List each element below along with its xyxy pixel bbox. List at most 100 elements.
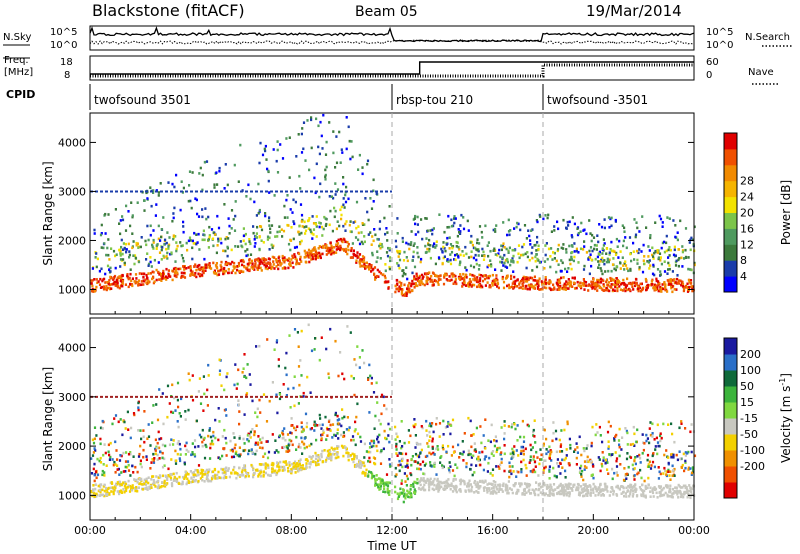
scatter-point [687, 466, 690, 470]
scatter-point [144, 239, 147, 243]
scatter-point [92, 441, 96, 445]
scatter-point [225, 466, 228, 470]
scatter-point [306, 375, 309, 379]
scatter-point [601, 256, 604, 260]
scatter-point [303, 225, 306, 229]
scatter-point [486, 488, 489, 492]
scatter-point [91, 289, 94, 293]
scatter-point [265, 262, 268, 265]
scatter-point [545, 286, 548, 290]
scatter-point [549, 281, 552, 284]
scatter-point [452, 486, 456, 489]
scatter-point [189, 269, 192, 272]
scatter-point [232, 432, 235, 435]
scatter-point [421, 460, 425, 464]
scatter-point [201, 475, 204, 478]
colorbar-tick-label: 12 [740, 238, 754, 251]
y-tick-label: 4000 [58, 136, 86, 149]
scatter-point [217, 470, 220, 474]
scatter-point [96, 281, 99, 284]
scatter-point [467, 488, 470, 492]
scatter-point [635, 278, 638, 281]
scatter-point [249, 261, 252, 265]
scatter-point [268, 216, 271, 219]
scatter-point [615, 471, 618, 474]
scatter-point [206, 474, 209, 477]
scatter-point [555, 270, 558, 274]
scatter-point [201, 268, 204, 271]
scatter-point [312, 222, 316, 225]
scatter-point [205, 217, 208, 221]
scatter-point [149, 467, 152, 470]
scatter-point [607, 284, 610, 287]
scatter-point [251, 451, 254, 454]
scatter-point [152, 475, 155, 478]
scatter-point [242, 467, 245, 470]
scatter-point [126, 276, 129, 279]
scatter-point [237, 261, 240, 265]
scatter-point [147, 279, 150, 283]
scatter-point [411, 289, 414, 292]
scatter-point [468, 490, 471, 493]
scatter-point [352, 460, 355, 464]
scatter-point [204, 443, 207, 447]
scatter-point [601, 288, 604, 291]
scatter-point [317, 124, 320, 128]
scatter-point [462, 216, 465, 219]
scatter-point [659, 491, 662, 494]
scatter-point [265, 440, 268, 443]
scatter-point [597, 240, 600, 244]
scatter-point [624, 236, 627, 239]
scatter-point [513, 275, 516, 279]
scatter-point [537, 281, 540, 285]
scatter-point [493, 247, 496, 251]
scatter-point [453, 258, 456, 261]
scatter-point [225, 469, 228, 472]
scatter-point [533, 244, 536, 247]
scatter-point [571, 216, 574, 219]
scatter-point [394, 425, 397, 429]
scatter-point [337, 238, 340, 242]
scatter-point [433, 477, 436, 481]
scatter-point [129, 268, 132, 271]
scatter-point [286, 433, 290, 436]
scatter-point [680, 420, 683, 423]
scatter-point [551, 258, 554, 261]
scatter-point [552, 421, 555, 424]
scatter-point [633, 467, 636, 470]
scatter-point [652, 263, 655, 267]
scatter-point [527, 424, 530, 428]
scatter-point [613, 289, 616, 292]
scatter-point [623, 281, 626, 285]
scatter-point [310, 116, 313, 119]
scatter-point [272, 263, 275, 266]
scatter-point [585, 251, 588, 254]
scatter-point [633, 459, 636, 463]
scatter-point [278, 434, 281, 437]
scatter-point [406, 459, 409, 462]
scatter-point [333, 449, 336, 452]
scatter-point [456, 241, 459, 245]
scatter-point [366, 210, 369, 214]
scatter-point [351, 435, 355, 438]
scatter-point [93, 479, 96, 483]
scatter-point [406, 287, 409, 290]
scatter-point [443, 247, 446, 250]
scatter-point [435, 447, 438, 451]
scatter-point [267, 450, 271, 454]
scatter-point [549, 484, 552, 487]
scatter-point [374, 233, 377, 237]
scatter-point [258, 470, 261, 473]
scatter-point [126, 466, 129, 469]
scatter-point [478, 242, 481, 245]
scatter-point [425, 250, 428, 254]
scatter-point [395, 445, 398, 448]
scatter-point [293, 460, 297, 464]
scatter-point [169, 252, 172, 256]
scatter-point [533, 287, 536, 290]
scatter-point [609, 285, 613, 289]
scatter-point [309, 250, 312, 254]
scatter-point [119, 252, 122, 255]
scatter-point [432, 430, 435, 434]
scatter-point [205, 445, 208, 449]
